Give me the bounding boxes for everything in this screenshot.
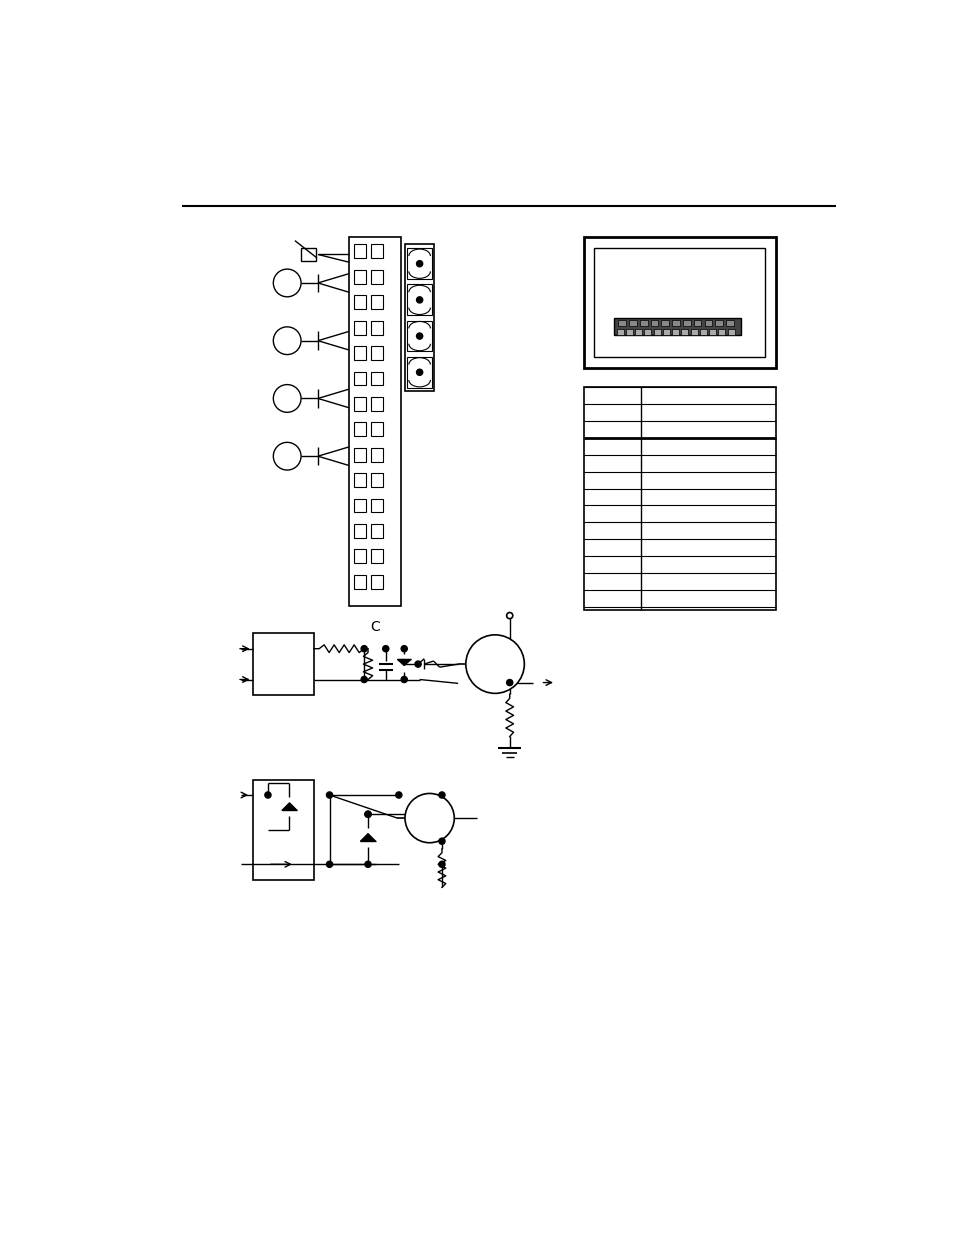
- Circle shape: [365, 811, 371, 818]
- Circle shape: [400, 677, 407, 683]
- Bar: [616, 330, 623, 335]
- Bar: [693, 320, 700, 326]
- Bar: [354, 574, 366, 589]
- Bar: [662, 330, 669, 335]
- Bar: [625, 330, 632, 335]
- Circle shape: [416, 333, 422, 340]
- Circle shape: [416, 296, 422, 303]
- Circle shape: [506, 679, 513, 685]
- Bar: [371, 346, 383, 359]
- Bar: [583, 237, 776, 368]
- Bar: [718, 330, 724, 335]
- Circle shape: [326, 792, 333, 798]
- Bar: [371, 295, 383, 309]
- Bar: [354, 499, 366, 513]
- Circle shape: [326, 861, 333, 867]
- Bar: [354, 396, 366, 411]
- Bar: [354, 448, 366, 462]
- Circle shape: [400, 646, 407, 652]
- Bar: [628, 320, 636, 326]
- Circle shape: [274, 442, 301, 471]
- Circle shape: [274, 327, 301, 354]
- Bar: [708, 330, 716, 335]
- Bar: [672, 330, 679, 335]
- Circle shape: [506, 613, 513, 619]
- Bar: [644, 330, 651, 335]
- Bar: [253, 779, 314, 879]
- Bar: [680, 330, 688, 335]
- Circle shape: [465, 635, 524, 693]
- Circle shape: [395, 792, 401, 798]
- Bar: [354, 473, 366, 487]
- Bar: [371, 448, 383, 462]
- Circle shape: [274, 384, 301, 412]
- Bar: [354, 321, 366, 335]
- Bar: [672, 320, 679, 326]
- Bar: [682, 320, 690, 326]
- Bar: [354, 346, 366, 359]
- Polygon shape: [281, 803, 297, 810]
- Bar: [354, 372, 366, 385]
- Bar: [354, 524, 366, 537]
- Polygon shape: [360, 834, 375, 841]
- Circle shape: [365, 861, 371, 867]
- Circle shape: [415, 661, 420, 667]
- Circle shape: [416, 261, 422, 267]
- Bar: [703, 320, 712, 326]
- Bar: [660, 320, 668, 326]
- Bar: [301, 248, 316, 261]
- Bar: [371, 499, 383, 513]
- Text: C: C: [370, 620, 379, 635]
- Bar: [407, 248, 432, 279]
- Bar: [371, 422, 383, 436]
- Bar: [354, 422, 366, 436]
- Circle shape: [361, 646, 367, 652]
- Bar: [618, 320, 625, 326]
- Bar: [594, 247, 764, 357]
- Bar: [700, 330, 706, 335]
- Circle shape: [361, 677, 367, 683]
- Circle shape: [416, 369, 422, 375]
- Circle shape: [438, 792, 444, 798]
- Bar: [727, 330, 734, 335]
- Bar: [583, 387, 776, 610]
- Bar: [690, 330, 697, 335]
- Bar: [354, 550, 366, 563]
- Bar: [371, 270, 383, 284]
- Bar: [354, 245, 366, 258]
- Bar: [371, 321, 383, 335]
- Bar: [650, 320, 658, 326]
- Bar: [639, 320, 647, 326]
- Circle shape: [382, 646, 389, 652]
- Circle shape: [274, 269, 301, 296]
- Bar: [407, 357, 432, 388]
- Circle shape: [265, 792, 271, 798]
- Circle shape: [438, 861, 444, 867]
- Bar: [407, 284, 432, 315]
- Bar: [371, 396, 383, 411]
- Bar: [371, 473, 383, 487]
- Bar: [371, 524, 383, 537]
- Bar: [354, 295, 366, 309]
- Bar: [715, 320, 722, 326]
- Bar: [614, 317, 740, 335]
- Bar: [371, 245, 383, 258]
- Circle shape: [365, 811, 371, 818]
- Bar: [371, 550, 383, 563]
- Polygon shape: [396, 659, 411, 666]
- Bar: [354, 270, 366, 284]
- Bar: [253, 634, 314, 695]
- Bar: [371, 574, 383, 589]
- Bar: [407, 321, 432, 352]
- Bar: [405, 245, 434, 390]
- Bar: [725, 320, 733, 326]
- Bar: [371, 372, 383, 385]
- Circle shape: [438, 839, 444, 845]
- Bar: [653, 330, 659, 335]
- Bar: [349, 237, 400, 606]
- Bar: [635, 330, 641, 335]
- Circle shape: [405, 793, 454, 842]
